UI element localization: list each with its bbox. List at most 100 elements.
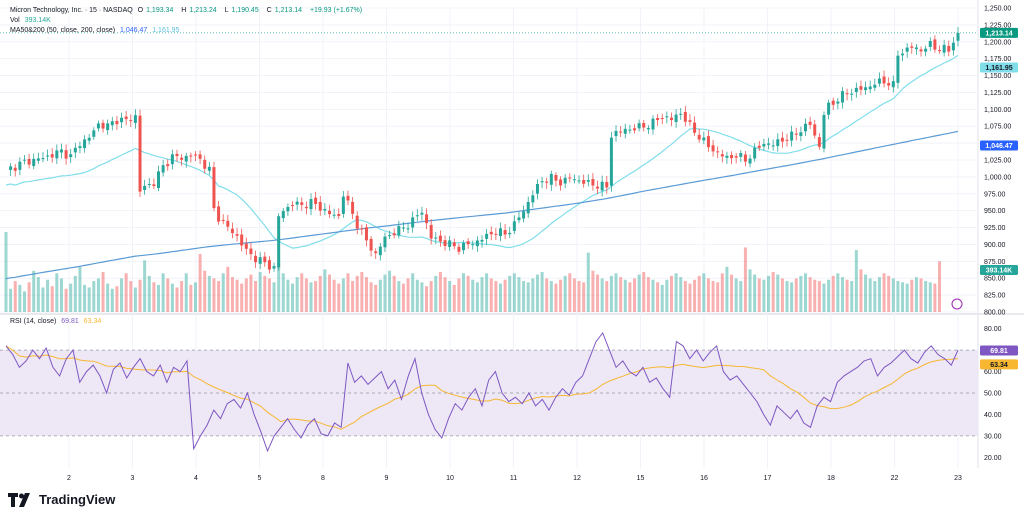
candle-body bbox=[69, 154, 73, 158]
volume-bar bbox=[475, 282, 479, 312]
volume-bar bbox=[360, 272, 364, 312]
candle-body bbox=[166, 164, 170, 167]
volume-bar bbox=[859, 269, 863, 312]
candle-body bbox=[586, 180, 590, 182]
candle-body bbox=[240, 234, 244, 246]
candle-body bbox=[462, 242, 466, 251]
candle-body bbox=[189, 155, 193, 157]
candle-body bbox=[438, 235, 442, 242]
candle-body bbox=[628, 129, 632, 131]
candle-body bbox=[522, 211, 526, 219]
candle-body bbox=[457, 246, 461, 252]
volume-bar bbox=[355, 275, 359, 312]
price-tick-label: 1,075.00 bbox=[984, 124, 1011, 131]
ma-slow-tag: 1,046.47 bbox=[985, 143, 1012, 150]
candle-body bbox=[133, 115, 137, 123]
price-tags: 1,213.14 1,161.95 1,046.47 393.14K 69.81 63.3… bbox=[951, 27, 1018, 370]
candle-body bbox=[850, 93, 854, 95]
volume-bar bbox=[323, 269, 327, 312]
volume-bar bbox=[827, 279, 831, 312]
volume-bar bbox=[133, 287, 137, 312]
candle-body bbox=[406, 228, 410, 230]
volume-bar bbox=[96, 278, 100, 312]
volume-bar bbox=[291, 283, 295, 312]
ma200-value: 1,161.95 bbox=[152, 27, 180, 34]
candle-body bbox=[947, 45, 951, 52]
candle-body bbox=[633, 128, 637, 131]
volume-bar bbox=[448, 281, 452, 312]
volume-bar bbox=[933, 283, 937, 312]
candle-body bbox=[87, 137, 91, 141]
volume-bar bbox=[526, 282, 530, 312]
candle-body bbox=[383, 236, 387, 248]
volume-bar bbox=[596, 274, 600, 312]
candle-body bbox=[535, 183, 539, 194]
candle-body bbox=[794, 133, 798, 135]
volume-bar bbox=[193, 282, 197, 312]
candle-body bbox=[831, 100, 835, 105]
candle-body bbox=[887, 83, 891, 86]
candles bbox=[0, 27, 978, 274]
volume-bar bbox=[762, 279, 766, 312]
candle-body bbox=[374, 251, 378, 254]
candle-body bbox=[716, 151, 720, 153]
candle-body bbox=[101, 122, 105, 129]
candle-body bbox=[59, 149, 63, 153]
volume-bar bbox=[545, 278, 549, 312]
candle-body bbox=[840, 91, 844, 103]
volume-bar bbox=[244, 278, 248, 312]
volume-bar bbox=[540, 272, 544, 312]
rsi-tag-bg bbox=[980, 345, 1018, 356]
time-tick-label: 16 bbox=[700, 475, 708, 482]
candle-body bbox=[637, 123, 641, 129]
candle-body bbox=[129, 120, 133, 122]
volume-bar bbox=[623, 279, 627, 312]
candle-body bbox=[785, 139, 789, 141]
volume-bar bbox=[434, 275, 438, 312]
candle-body bbox=[827, 102, 831, 115]
high-value: 1,213.24 bbox=[189, 7, 217, 14]
event-marker-icon bbox=[951, 298, 963, 310]
candle-body bbox=[22, 159, 26, 161]
candle-body bbox=[332, 214, 336, 216]
volume-bar bbox=[170, 283, 174, 312]
volume-bar bbox=[189, 284, 193, 312]
candle-body bbox=[896, 55, 900, 83]
volume-bar bbox=[619, 277, 623, 312]
candle-body bbox=[901, 53, 905, 56]
candle-body bbox=[873, 84, 877, 88]
price-tick-label: 975.00 bbox=[984, 191, 1006, 198]
volume-bar bbox=[59, 278, 63, 312]
volume-bar bbox=[877, 277, 881, 312]
candle-body bbox=[771, 145, 775, 147]
volume-bar bbox=[263, 275, 267, 312]
candle-body bbox=[951, 42, 955, 51]
tradingview-logo-icon bbox=[8, 492, 30, 507]
candle-body bbox=[27, 158, 31, 165]
volume-bar bbox=[138, 279, 142, 312]
volume-bar bbox=[32, 270, 36, 312]
volume-bar bbox=[272, 282, 276, 312]
volume-bar bbox=[392, 275, 396, 312]
candle-body bbox=[124, 116, 128, 120]
volume-bar bbox=[36, 277, 40, 312]
volume-bar bbox=[50, 286, 54, 312]
candle-body bbox=[933, 39, 937, 50]
volume-bar bbox=[522, 281, 526, 312]
tradingview-logo[interactable]: TradingView bbox=[8, 492, 115, 507]
volume-bar bbox=[938, 261, 942, 312]
candle-body bbox=[115, 120, 119, 125]
volume-bar bbox=[161, 273, 165, 312]
time-tick-label: 17 bbox=[764, 475, 772, 482]
volume-legend: Vol 393.14K bbox=[10, 16, 54, 25]
volume-bar bbox=[697, 275, 701, 312]
low-value: 1,190.45 bbox=[231, 7, 259, 14]
price-tick-label: 875.00 bbox=[984, 259, 1006, 266]
candle-body bbox=[545, 181, 549, 183]
candle-body bbox=[295, 201, 299, 205]
volume-bar bbox=[221, 273, 225, 312]
price-tick-label: 1,250.00 bbox=[984, 6, 1011, 13]
volume-bar bbox=[905, 283, 909, 312]
last-price-tag-bg bbox=[980, 27, 1018, 38]
volume-bar bbox=[706, 278, 710, 312]
